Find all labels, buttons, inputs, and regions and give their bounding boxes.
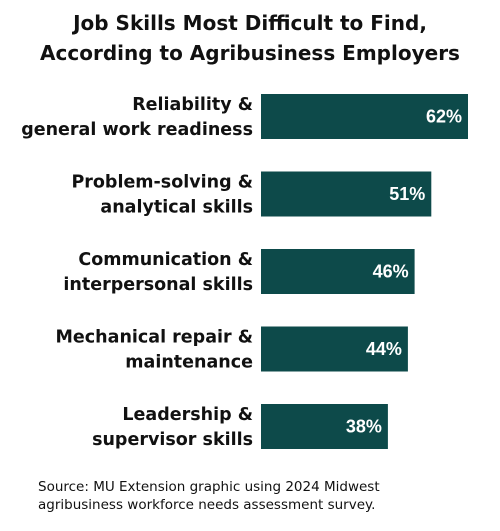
source-note: Source: MU Extension graphic using 2024 …: [38, 478, 478, 514]
bar-2: [261, 249, 415, 294]
chart-title-line-1: Job Skills Most Difficult to Find,: [73, 11, 427, 35]
source-note-line-1: Source: MU Extension graphic using 2024 …: [38, 479, 380, 495]
bar-value-label-4: 38%: [346, 417, 382, 437]
category-label-1-line-0: Problem-solving &: [71, 173, 253, 193]
category-label-4-line-1: supervisor skills: [92, 430, 253, 450]
chart-title: Job Skills Most Difficult to Find, Accor…: [0, 8, 500, 68]
bar-3: [261, 326, 408, 372]
category-label-4-line-0: Leadership &: [122, 405, 253, 425]
category-label-3-line-1: maintenance: [125, 353, 253, 373]
bar-4: [261, 404, 388, 449]
bar-1: [261, 171, 432, 217]
category-label-0-line-1: general work readiness: [21, 120, 253, 140]
bar-value-label-3: 44%: [366, 339, 402, 359]
category-label-0-line-0: Reliability &: [132, 95, 253, 115]
category-label-2-line-1: interpersonal skills: [63, 275, 253, 295]
bar-value-label-0: 62%: [426, 107, 462, 127]
category-label-3-line-0: Mechanical repair &: [56, 328, 253, 348]
bar-value-label-1: 51%: [389, 184, 425, 204]
bar-0: [261, 94, 468, 139]
source-note-line-2: agribusiness workforce needs assessment …: [38, 497, 376, 513]
chart-title-line-2: According to Agribusiness Employers: [40, 41, 460, 65]
category-label-1-line-1: analytical skills: [100, 198, 253, 218]
category-label-2-line-0: Communication &: [78, 250, 253, 270]
bar-value-label-2: 46%: [373, 262, 409, 282]
